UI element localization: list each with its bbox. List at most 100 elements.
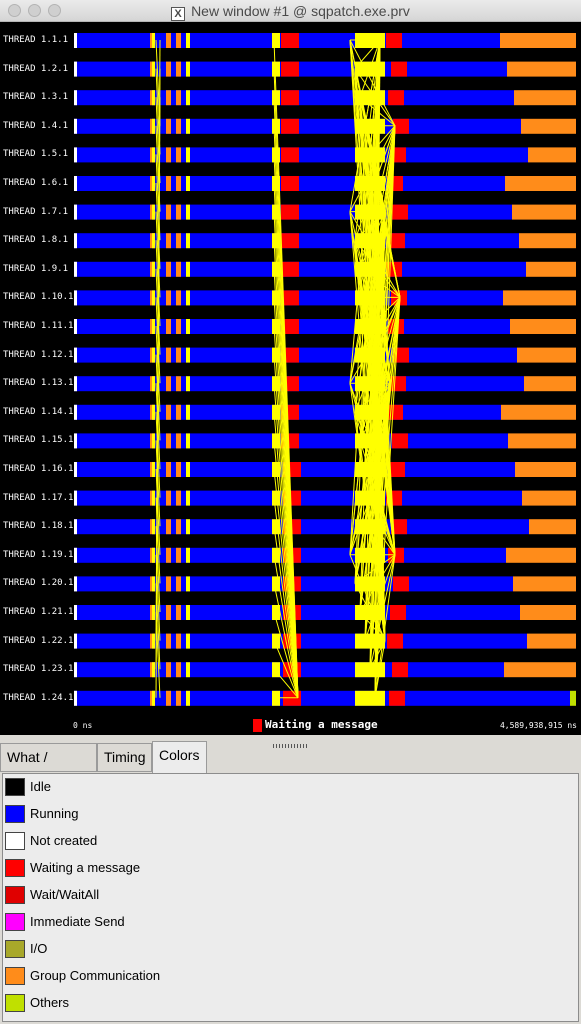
legend-item[interactable]: Running (3, 801, 578, 828)
waiting-segment (391, 519, 407, 535)
legend-item[interactable]: Idle (3, 774, 578, 801)
message-region (152, 90, 155, 106)
group-communication-segment (166, 290, 171, 306)
tab-timing[interactable]: Timing (97, 743, 152, 772)
not-created-segment (74, 319, 77, 334)
waiting-segment (393, 118, 409, 134)
waiting-segment (281, 147, 299, 163)
message-line (369, 468, 381, 670)
message-region (186, 233, 190, 249)
thread-label: THREAD 1.18.1 (3, 521, 74, 532)
group-communication-segment (510, 319, 576, 334)
message-line (374, 468, 381, 698)
message-region (186, 633, 190, 649)
legend-swatch[interactable] (5, 886, 25, 904)
selected-state-swatch (253, 719, 262, 732)
message-region (152, 519, 155, 535)
message-region (186, 176, 190, 191)
waiting-segment (389, 690, 405, 706)
message-line (374, 383, 391, 698)
message-line (369, 554, 396, 670)
group-communication-segment (166, 261, 171, 277)
close-window-button[interactable] (8, 4, 21, 17)
timeline-plot[interactable] (0, 22, 581, 735)
group-communication-segment (503, 290, 576, 306)
waiting-segment (281, 33, 299, 48)
info-tabs: What / Where Timing Colors (0, 741, 581, 792)
legend-swatch[interactable] (5, 913, 25, 931)
group-communication-segment (176, 61, 181, 77)
legend-swatch[interactable] (5, 832, 25, 850)
message-region (272, 576, 280, 592)
color-legend: Idle Running Not created Waiting a message W… (2, 773, 579, 1022)
legend-item[interactable]: Not created (3, 828, 578, 855)
message-line (359, 39, 381, 98)
legend-item[interactable]: Wait/WaitAll (3, 882, 578, 909)
message-line (273, 526, 299, 698)
message-region (355, 690, 385, 706)
message-region (272, 33, 280, 48)
group-communication-segment (166, 547, 171, 563)
message-region (272, 462, 280, 477)
message-region (152, 433, 155, 449)
legend-item[interactable]: Waiting a message (3, 855, 578, 882)
message-region (355, 662, 385, 678)
message-line (155, 440, 161, 527)
legend-label: Waiting a message (30, 860, 141, 875)
waiting-segment (281, 261, 299, 277)
thread-label: THREAD 1.6.1 (3, 178, 69, 188)
legend-item[interactable]: Others (3, 990, 578, 1017)
thread-label: THREAD 1.2.1 (3, 63, 69, 74)
waiting-segment (281, 233, 299, 249)
group-communication-segment (176, 576, 181, 592)
legend-item[interactable]: I/O (3, 936, 578, 963)
waiting-segment (392, 204, 408, 220)
message-region (186, 204, 190, 220)
not-created-segment (74, 605, 77, 620)
pane-splitter-handle[interactable] (273, 735, 309, 748)
legend-swatch[interactable] (5, 859, 25, 877)
message-region (152, 576, 155, 592)
legend-item[interactable]: Group Communication (3, 963, 578, 990)
group-communication-segment (176, 662, 181, 678)
message-region (186, 547, 190, 563)
message-region (272, 490, 280, 506)
legend-swatch[interactable] (5, 967, 25, 985)
message-region (186, 118, 190, 134)
minimize-window-button[interactable] (28, 4, 41, 17)
zoom-window-button[interactable] (48, 4, 61, 17)
running-segment (74, 261, 526, 277)
legend-swatch[interactable] (5, 778, 25, 796)
not-created-segment (74, 690, 77, 706)
group-communication-segment (176, 490, 181, 506)
tab-what-where[interactable]: What / Where (0, 743, 97, 792)
not-created-segment (74, 204, 77, 220)
group-communication-segment (506, 547, 576, 563)
message-region (152, 204, 155, 220)
waiting-segment (281, 319, 299, 334)
thread-label: THREAD 1.17.1 (3, 492, 74, 503)
timeline-view[interactable]: THREAD 1.1.1 THREAD 1.2.1 THREAD 1.3.1 THRE… (0, 22, 581, 735)
message-region (186, 605, 190, 620)
legend-swatch[interactable] (5, 994, 25, 1012)
message-region (152, 290, 155, 306)
legend-item[interactable]: Immediate Send (3, 909, 578, 936)
message-region (186, 290, 190, 306)
group-communication-segment (166, 347, 171, 363)
legend-label: Others (30, 995, 70, 1010)
message-region (186, 576, 190, 592)
group-communication-segment (166, 633, 171, 649)
message-region (186, 33, 190, 48)
legend-swatch[interactable] (5, 805, 25, 823)
group-communication-segment (176, 690, 181, 706)
tab-colors[interactable]: Colors (152, 741, 207, 773)
legend-swatch[interactable] (5, 940, 25, 958)
group-communication-segment (176, 233, 181, 249)
message-region (152, 490, 155, 506)
thread-label: THREAD 1.20.1 (3, 578, 74, 589)
group-communication-segment (176, 547, 181, 563)
group-communication-segment (166, 204, 171, 220)
message-line (273, 611, 299, 698)
group-communication-segment (166, 490, 171, 506)
message-region (152, 147, 155, 163)
